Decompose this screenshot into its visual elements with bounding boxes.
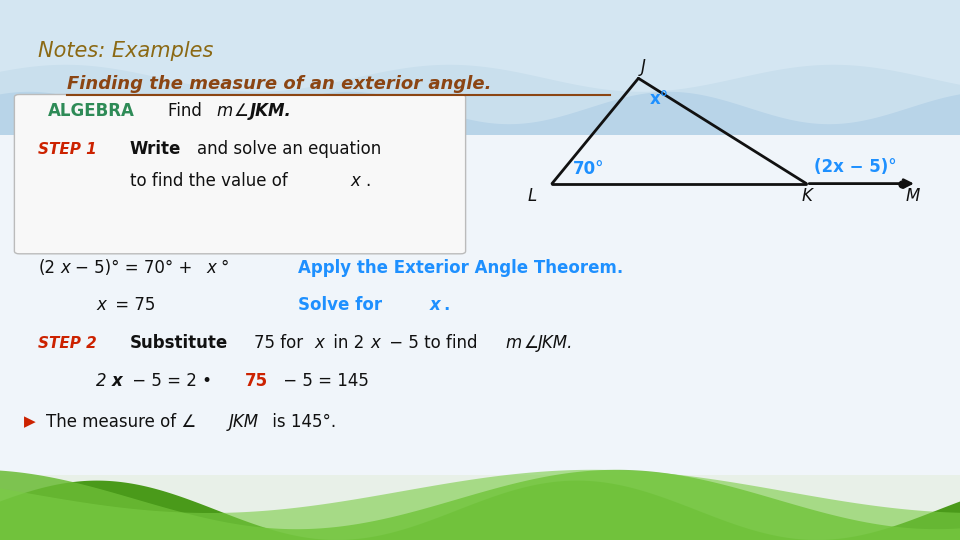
Text: M: M xyxy=(905,187,920,205)
Text: Notes: Examples: Notes: Examples xyxy=(38,40,214,60)
Text: JKM.: JKM. xyxy=(538,334,573,352)
Polygon shape xyxy=(0,470,960,540)
Polygon shape xyxy=(0,0,960,151)
Text: Substitute: Substitute xyxy=(130,334,228,352)
Text: Apply the Exterior Angle Theorem.: Apply the Exterior Angle Theorem. xyxy=(298,259,623,276)
Polygon shape xyxy=(0,475,960,540)
Text: 2: 2 xyxy=(96,372,107,390)
Text: Write: Write xyxy=(130,140,181,158)
Text: ∠: ∠ xyxy=(523,334,538,352)
Text: J: J xyxy=(640,58,646,76)
Text: = 75: = 75 xyxy=(110,296,156,314)
Text: x: x xyxy=(111,372,122,390)
Polygon shape xyxy=(0,481,960,540)
Text: ∠: ∠ xyxy=(233,102,248,120)
Text: m: m xyxy=(216,102,232,120)
Text: Find: Find xyxy=(168,102,207,120)
Text: is 145°.: is 145°. xyxy=(267,413,336,430)
Text: JKM.: JKM. xyxy=(250,102,292,120)
Text: STEP 1: STEP 1 xyxy=(38,142,97,157)
Text: x: x xyxy=(350,172,360,190)
Text: 75: 75 xyxy=(245,372,268,390)
Text: STEP 2: STEP 2 xyxy=(38,336,97,352)
Text: − 5 = 2 •: − 5 = 2 • xyxy=(127,372,217,390)
Text: Finding the measure of an exterior angle.: Finding the measure of an exterior angle… xyxy=(67,75,492,93)
Text: K: K xyxy=(802,187,812,205)
Polygon shape xyxy=(0,0,960,92)
Text: .: . xyxy=(444,296,450,314)
Text: and solve an equation: and solve an equation xyxy=(197,140,381,158)
Text: (2x − 5)°: (2x − 5)° xyxy=(814,158,897,176)
Text: (2: (2 xyxy=(38,259,56,276)
Text: − 5 = 145: − 5 = 145 xyxy=(278,372,370,390)
Text: 75 for: 75 for xyxy=(254,334,309,352)
Text: x: x xyxy=(60,259,70,276)
Text: to find the value of: to find the value of xyxy=(130,172,293,190)
Text: JKM: JKM xyxy=(228,413,258,430)
Text: − 5 to find: − 5 to find xyxy=(384,334,483,352)
FancyBboxPatch shape xyxy=(14,94,466,254)
Text: ▶: ▶ xyxy=(24,415,36,430)
Polygon shape xyxy=(0,470,960,540)
Text: − 5)° = 70° +: − 5)° = 70° + xyxy=(75,259,198,276)
Text: L: L xyxy=(528,187,538,205)
Text: x: x xyxy=(315,334,324,352)
Text: x: x xyxy=(371,334,380,352)
Polygon shape xyxy=(0,135,960,475)
Text: Solve for: Solve for xyxy=(298,296,388,314)
Text: The measure of ∠: The measure of ∠ xyxy=(46,413,197,430)
Text: ALGEBRA: ALGEBRA xyxy=(48,102,134,120)
Text: x°: x° xyxy=(650,90,669,108)
Text: .: . xyxy=(365,172,370,190)
Text: x: x xyxy=(206,259,216,276)
Polygon shape xyxy=(0,0,960,124)
Text: m: m xyxy=(506,334,522,352)
Text: x: x xyxy=(430,296,441,314)
Text: x: x xyxy=(96,296,106,314)
Text: 70°: 70° xyxy=(573,160,605,178)
Text: in 2: in 2 xyxy=(328,334,365,352)
Text: °: ° xyxy=(221,259,229,276)
